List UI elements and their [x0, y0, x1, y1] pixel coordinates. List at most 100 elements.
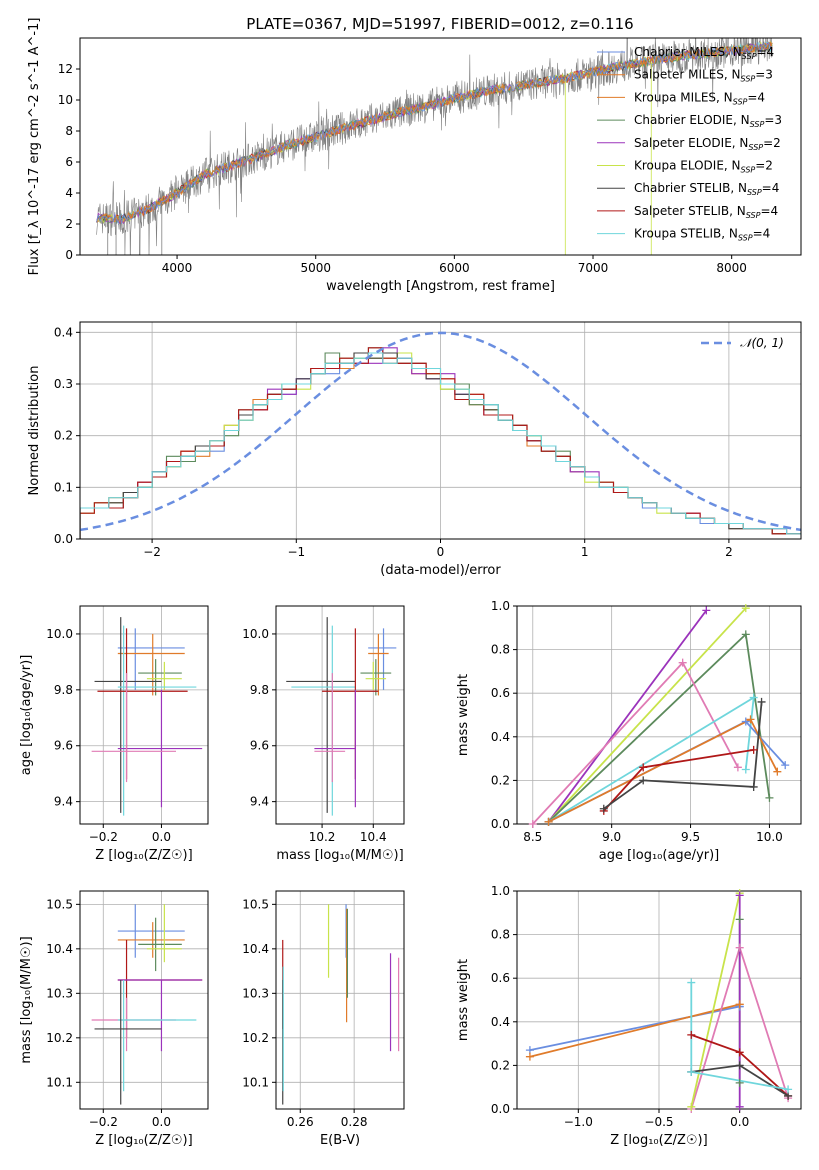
weight-point — [735, 891, 744, 900]
weight-point — [735, 1000, 744, 1009]
spectrum-xtick-label: 8000 — [716, 261, 747, 275]
age-vs-weight-ytick-label: 0.6 — [491, 686, 510, 700]
normal-curve — [80, 331, 801, 532]
z-vs-mass-frame — [79, 890, 209, 1110]
weight-point — [639, 776, 648, 785]
z-vs-weight-ytick-label: 1.0 — [491, 884, 510, 898]
weight-point — [781, 761, 790, 770]
spectrum-legend: Chabrier MILES, NSSP=4 Salpeter MILES, NS… — [597, 45, 782, 243]
ebv-vs-mass-ytick-label: 10.4 — [242, 942, 269, 956]
weight-point — [735, 915, 744, 924]
residuals-axes: −2 −1 0 1 2 0.0 0.1 0.2 0.3 0.4 (data-model)/error… — [27, 321, 802, 578]
age-vs-weight-xtick-label: 8.5 — [523, 830, 542, 844]
legend-label: Chabrier MILES, NSSP=4 — [634, 45, 774, 61]
weight-point — [525, 1052, 534, 1061]
residuals-ytick-label: 0.1 — [54, 480, 73, 494]
weight-line — [529, 1003, 740, 1058]
z-vs-mass-ytick-label: 10.1 — [46, 1075, 73, 1089]
figure-title: PLATE=0367, MJD=51997, FIBERID=0012, z=0… — [246, 15, 633, 33]
z-vs-weight-xtick-label: 0.0 — [730, 1115, 749, 1129]
spectrum-model-line — [96, 41, 773, 225]
z-vs-weight-xtick-label: −1.0 — [564, 1115, 593, 1129]
weight-point — [735, 1078, 744, 1087]
spectrum-ytick-label: 0 — [65, 248, 73, 262]
weight-point — [639, 763, 648, 772]
spectrum-ytick-label: 12 — [58, 62, 73, 76]
z-vs-weight-ytick-label: 0.8 — [491, 928, 510, 942]
z-vs-weight-ytick-label: 0.6 — [491, 971, 510, 985]
ebv-vs-mass-ytick-label: 10.1 — [242, 1075, 269, 1089]
weight-line — [547, 632, 771, 823]
weight-point — [749, 782, 758, 791]
weight-point — [749, 693, 758, 702]
residuals-grid — [80, 322, 801, 540]
normal-legend-label: 𝒩(0, 1) — [740, 336, 784, 350]
z-vs-mass-axes: −0.2 0.0 10.1 10.2 10.3 10.4 10.5 Z [log₁₀(Z/Z☉… — [19, 890, 209, 1148]
legend-label: Kroupa STELIB, NSSP=4 — [634, 227, 770, 243]
z-vs-weight-xlabel: Z [log₁₀(Z/Z☉)] — [610, 1133, 707, 1148]
weight-point — [741, 717, 750, 726]
weight-point — [735, 1048, 744, 1057]
z-vs-weight-ytick-label: 0.2 — [491, 1058, 510, 1072]
z-vs-mass-xtick-label: −0.2 — [89, 1115, 118, 1129]
z-vs-weight-ylabel: mass weight — [456, 959, 471, 1041]
ebv-vs-mass-xlabel: E(B-V) — [320, 1133, 360, 1148]
spectrum-axes: 4000 5000 6000 7000 8000 0 2 4 6 8 10 12 wavelength … — [27, 18, 802, 294]
age-vs-weight-plot — [532, 607, 786, 824]
age-vs-weight-xtick-label: 9.0 — [602, 830, 621, 844]
weight-point — [528, 820, 537, 828]
age-vs-weight-ytick-label: 0.4 — [491, 730, 510, 744]
ebv-vs-mass-xtick-label: 0.28 — [341, 1115, 368, 1129]
residuals-xtick-label: 2 — [725, 545, 733, 559]
spectrum-ytick-label: 6 — [65, 155, 73, 169]
z-vs-age-grid — [80, 606, 208, 824]
mass-vs-age-grid — [276, 606, 404, 824]
z-vs-mass-xlabel: Z [log₁₀(Z/Z☉)] — [95, 1133, 192, 1148]
mass-vs-age-ytick-label: 9.4 — [250, 795, 269, 809]
residuals-xtick-label: −2 — [143, 545, 161, 559]
z-vs-age-ytick-label: 9.8 — [54, 683, 73, 697]
z-vs-age-axes: −0.2 0.0 9.4 9.6 9.8 10.0 Z [log₁₀(Z/Z☉)] age [… — [19, 605, 209, 863]
mass-vs-age-xtick-label: 10.4 — [360, 830, 387, 844]
weight-point — [765, 793, 774, 802]
z-vs-weight-xtick-label: −0.5 — [644, 1115, 673, 1129]
legend-label: Kroupa ELODIE, NSSP=2 — [634, 159, 773, 175]
ebv-vs-mass-axes: 0.26 0.28 10.1 10.2 10.3 10.4 10.5 E(B-V) — [242, 890, 405, 1148]
weight-point — [702, 606, 711, 615]
spectrum-data-line — [96, 38, 774, 255]
mass-vs-age-plot — [286, 617, 397, 816]
mass-vs-age-ytick-label: 10.0 — [242, 627, 269, 641]
weight-line — [690, 893, 741, 1107]
residuals-ylabel: Normed distribution — [27, 366, 42, 496]
spectrum-ytick-label: 8 — [65, 124, 73, 138]
spectrum-ytick-label: 10 — [58, 93, 73, 107]
z-vs-age-ytick-label: 9.6 — [54, 739, 73, 753]
weight-point — [687, 978, 696, 987]
weight-line — [547, 609, 708, 823]
weight-line — [548, 695, 755, 823]
weight-point — [773, 767, 782, 776]
ebv-vs-mass-ytick-label: 10.2 — [242, 1031, 269, 1045]
z-vs-mass-xtick-label: 0.0 — [152, 1115, 171, 1129]
weight-point — [741, 765, 750, 774]
spectrum-xtick-label: 7000 — [578, 261, 609, 275]
age-vs-weight-ytick-label: 0.8 — [491, 643, 510, 657]
age-vs-weight-frame — [516, 605, 802, 825]
legend-label: Chabrier ELODIE, NSSP=3 — [634, 113, 782, 129]
mass-vs-age-xlabel: mass [log₁₀(M/M☉)] — [276, 848, 403, 863]
z-vs-mass-ytick-label: 10.4 — [46, 942, 73, 956]
weight-point — [746, 715, 755, 724]
spectrum-xtick-label: 4000 — [162, 261, 193, 275]
weight-point — [735, 943, 744, 952]
mass-vs-age-ytick-label: 9.6 — [250, 739, 269, 753]
ebv-vs-mass-grid — [276, 891, 404, 1109]
age-vs-weight-grid — [517, 605, 801, 825]
z-vs-weight-ytick-label: 0.0 — [491, 1102, 510, 1116]
weight-point — [687, 1102, 696, 1111]
weight-point — [784, 1085, 793, 1094]
ebv-vs-mass-plot — [282, 904, 400, 1105]
z-vs-age-xlabel: Z [log₁₀(Z/Z☉)] — [95, 848, 192, 863]
mass-vs-age-frame — [275, 605, 405, 825]
z-vs-age-plot — [91, 617, 203, 816]
